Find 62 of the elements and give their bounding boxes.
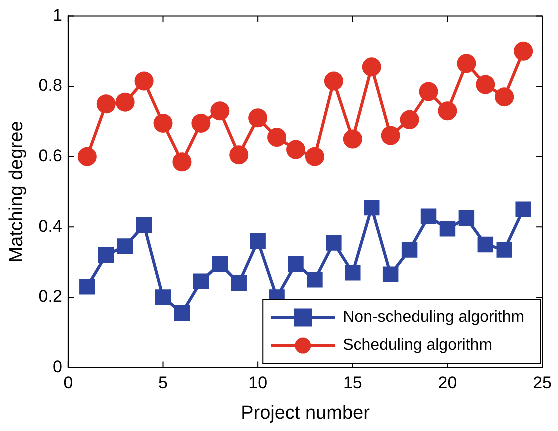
- point: [172, 152, 192, 172]
- point: [230, 146, 249, 165]
- point: [136, 218, 152, 234]
- point: [80, 279, 96, 295]
- point: [154, 114, 173, 133]
- point: [364, 200, 380, 216]
- point: [231, 276, 247, 292]
- point: [420, 208, 437, 224]
- point: [476, 75, 496, 94]
- point: [78, 147, 97, 166]
- y-tick-label: 0.6: [38, 146, 62, 166]
- point: [288, 256, 304, 272]
- x-axis-title: Project number: [241, 402, 371, 424]
- y-tick-label: 0.4: [38, 216, 62, 236]
- x-tick-label: 20: [438, 374, 458, 393]
- point: [495, 88, 514, 107]
- legend-label: Scheduling algorithm: [343, 337, 493, 354]
- point: [305, 147, 324, 166]
- y-tick-label: 0: [52, 357, 62, 376]
- point: [116, 92, 135, 112]
- y-tick-label: 0.2: [38, 287, 62, 306]
- point: [250, 233, 266, 250]
- point: [400, 110, 420, 130]
- point: [155, 290, 172, 306]
- point: [307, 272, 323, 288]
- x-tick-label: 15: [343, 374, 362, 393]
- legend-label: Non-scheduling algorithm: [343, 309, 525, 326]
- point: [516, 202, 532, 218]
- point: [210, 102, 230, 121]
- point: [134, 72, 154, 91]
- point: [268, 128, 287, 147]
- point: [192, 114, 211, 133]
- point: [402, 242, 418, 258]
- point: [345, 265, 361, 281]
- y-axis-title: Matching degree: [6, 121, 28, 263]
- x-tick-label: 25: [533, 374, 552, 393]
- point: [496, 242, 512, 258]
- point: [438, 102, 458, 121]
- point: [343, 130, 362, 149]
- y-tick-label: 0.8: [38, 76, 62, 96]
- point: [478, 236, 494, 253]
- point: [96, 94, 116, 114]
- point: [193, 274, 210, 290]
- point: [440, 221, 456, 237]
- y-tick-label: 1: [52, 6, 62, 25]
- point: [458, 210, 475, 226]
- point: [212, 256, 228, 272]
- point: [98, 247, 114, 264]
- point: [326, 235, 342, 251]
- point: [382, 266, 399, 282]
- point: [174, 305, 190, 322]
- point: [381, 126, 400, 146]
- point: [117, 238, 134, 254]
- x-tick-label: 5: [158, 374, 168, 393]
- point: [457, 54, 476, 74]
- point: [248, 108, 268, 128]
- point: [324, 72, 344, 91]
- point: [419, 82, 438, 102]
- x-tick-label: 10: [248, 374, 268, 393]
- point: [286, 140, 306, 160]
- point: [514, 42, 534, 61]
- point: [362, 58, 382, 77]
